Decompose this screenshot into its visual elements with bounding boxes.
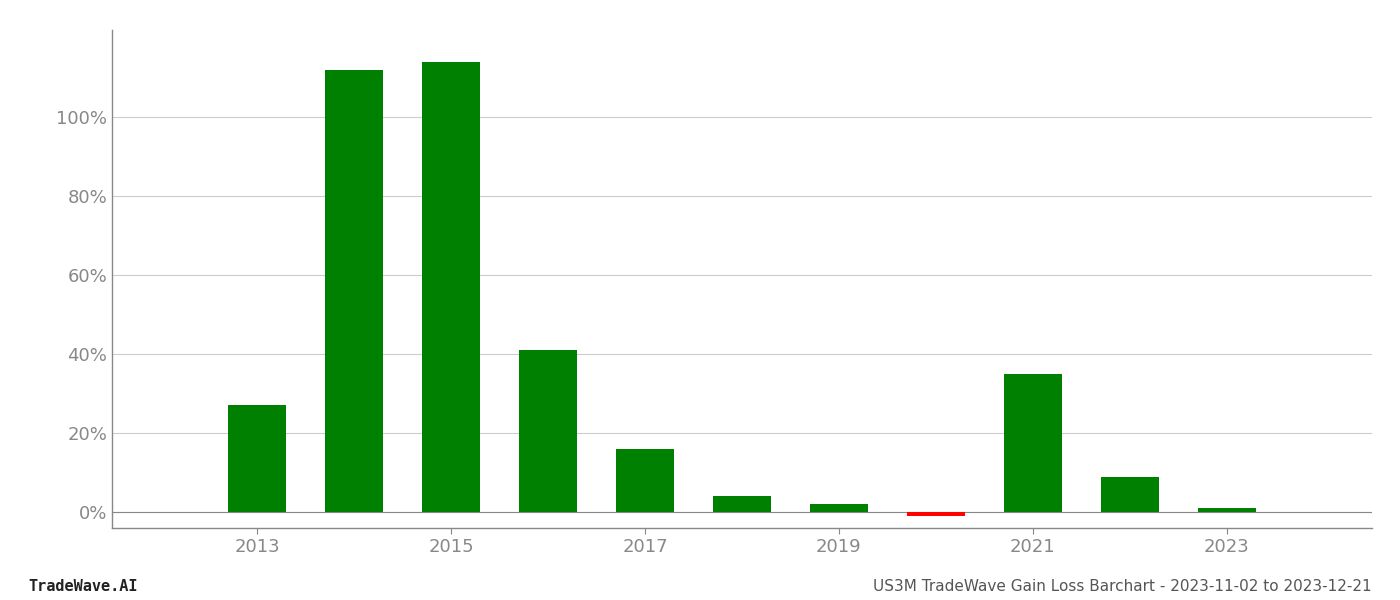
Bar xyxy=(1197,508,1256,512)
Bar xyxy=(616,449,675,512)
Bar xyxy=(907,512,965,516)
Bar xyxy=(228,406,287,512)
Bar xyxy=(325,70,384,512)
Bar xyxy=(713,496,771,512)
Bar xyxy=(809,504,868,512)
Bar xyxy=(1004,374,1061,512)
Text: TradeWave.AI: TradeWave.AI xyxy=(28,579,137,594)
Bar xyxy=(519,350,577,512)
Bar xyxy=(423,62,480,512)
Bar xyxy=(1100,476,1159,512)
Text: US3M TradeWave Gain Loss Barchart - 2023-11-02 to 2023-12-21: US3M TradeWave Gain Loss Barchart - 2023… xyxy=(874,579,1372,594)
